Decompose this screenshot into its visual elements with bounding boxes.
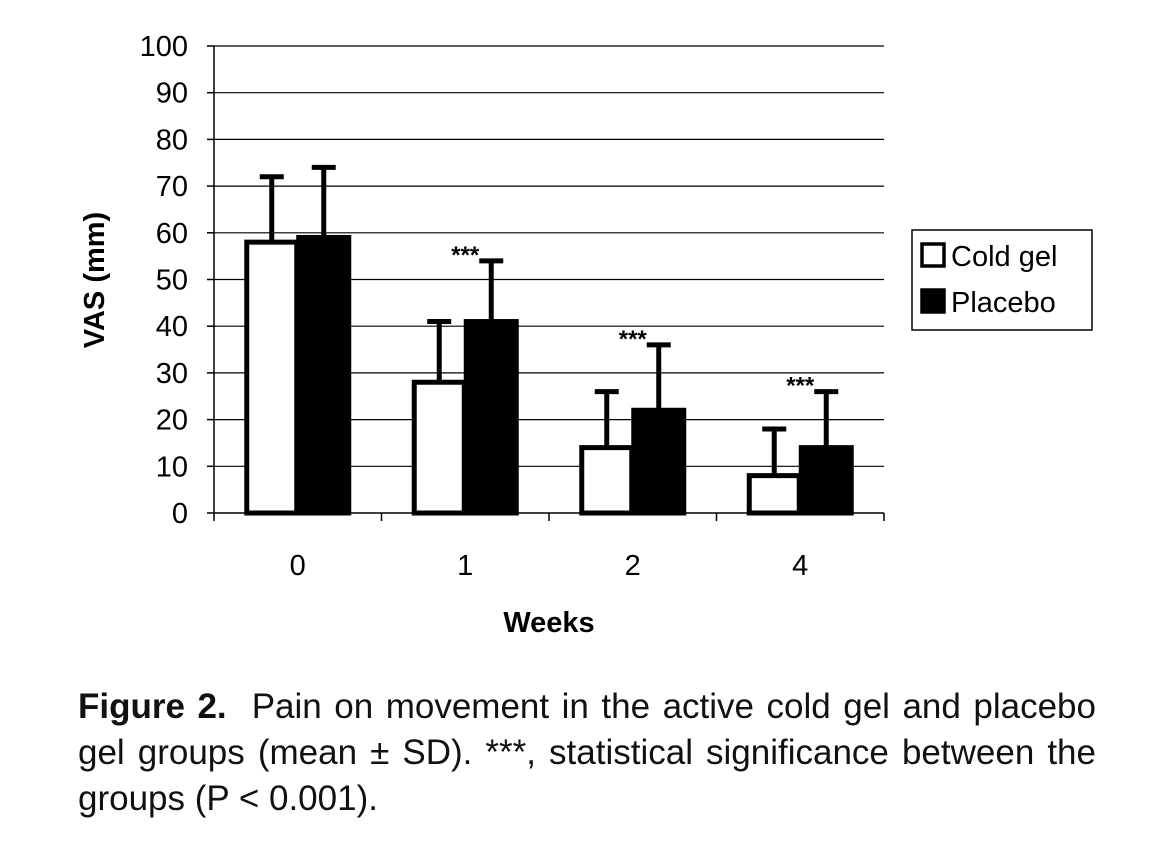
x-tick-label: 1 bbox=[457, 550, 473, 582]
bar-placebo bbox=[798, 445, 854, 516]
significance-marker: *** bbox=[786, 373, 815, 400]
significance-annotations: *** *** *** bbox=[451, 242, 815, 400]
significance-marker: *** bbox=[451, 242, 480, 269]
legend-label-placebo: Placebo bbox=[951, 287, 1056, 319]
y-tick-labels: 0 10 20 30 40 50 60 70 80 90 100 bbox=[140, 31, 188, 530]
x-tick-label: 4 bbox=[792, 550, 808, 582]
y-tick-label: 40 bbox=[156, 311, 188, 343]
legend: Cold gel Placebo bbox=[911, 229, 1093, 331]
bar-chart: 0 10 20 30 40 50 60 70 80 90 100 0 1 2 4 *** *** *** VA… bbox=[79, 31, 1093, 639]
bar-cold-gel bbox=[746, 473, 802, 516]
bar-cold-gel bbox=[244, 239, 300, 516]
legend-swatch-cold-gel bbox=[920, 242, 946, 268]
caption-text: Pain on movement in the active cold gel … bbox=[78, 687, 1096, 818]
y-tick-label: 20 bbox=[156, 405, 188, 437]
figure-caption: Figure 2. Pain on movement in the active… bbox=[78, 684, 1096, 822]
bar-placebo bbox=[296, 234, 352, 516]
y-tick-label: 90 bbox=[156, 78, 188, 110]
x-tick-label: 2 bbox=[625, 550, 641, 582]
y-tick-label: 60 bbox=[156, 218, 188, 250]
y-tick-label: 70 bbox=[156, 171, 188, 203]
y-tick-label: 10 bbox=[156, 451, 188, 483]
caption-label: Figure 2. bbox=[78, 687, 227, 726]
y-tick-label: 0 bbox=[172, 498, 188, 530]
y-tick-label: 50 bbox=[156, 265, 188, 297]
x-axis-label: Weeks bbox=[503, 607, 594, 639]
x-tick-label: 0 bbox=[290, 550, 306, 582]
x-tick-labels: 0 1 2 4 bbox=[290, 550, 809, 582]
y-tick-label: 30 bbox=[156, 358, 188, 390]
legend-label-cold-gel: Cold gel bbox=[951, 241, 1057, 273]
bar-cold-gel bbox=[579, 445, 635, 516]
bar-cold-gel bbox=[411, 379, 467, 516]
y-tick-label: 100 bbox=[140, 31, 188, 63]
y-tick-label: 80 bbox=[156, 124, 188, 156]
y-axis-label: VAS (mm) bbox=[79, 212, 111, 348]
significance-marker: *** bbox=[619, 326, 648, 353]
bar-placebo bbox=[463, 319, 519, 516]
bar-placebo bbox=[631, 407, 687, 516]
axes bbox=[207, 45, 885, 521]
error-bars bbox=[259, 164, 839, 476]
legend-swatch-placebo bbox=[920, 288, 946, 314]
bars bbox=[244, 234, 854, 516]
